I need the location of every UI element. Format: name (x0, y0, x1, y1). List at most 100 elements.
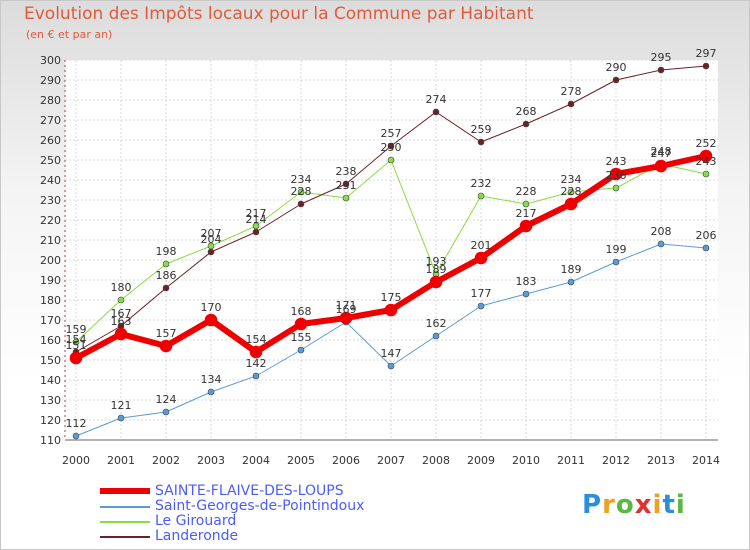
data-label: 183 (516, 275, 537, 288)
x-tick-label: 2012 (602, 454, 630, 467)
data-label: 154 (66, 333, 87, 346)
data-label: 290 (606, 61, 627, 74)
data-label: 180 (111, 281, 132, 294)
data-label: 234 (291, 173, 312, 186)
data-label: 247 (651, 147, 672, 160)
y-tick-label: 130 (40, 394, 61, 407)
data-label: 162 (426, 317, 447, 330)
data-point (519, 219, 533, 233)
data-label: 171 (336, 299, 357, 312)
x-tick-label: 2003 (197, 454, 225, 467)
data-point (429, 275, 443, 289)
data-point (567, 100, 575, 108)
data-label: 199 (606, 243, 627, 256)
data-point (339, 311, 353, 325)
data-label: 248 (651, 145, 672, 158)
logo-letter: x (634, 490, 653, 520)
data-point (117, 296, 125, 304)
y-tick-label: 220 (40, 214, 61, 227)
data-label: 217 (246, 207, 267, 220)
data-point (69, 351, 83, 365)
data-point (477, 192, 485, 200)
y-tick-label: 150 (40, 354, 61, 367)
data-point (294, 317, 308, 331)
legend-swatch (100, 521, 150, 523)
data-label: 228 (561, 185, 582, 198)
data-point (564, 197, 578, 211)
data-point (114, 327, 128, 341)
data-point (162, 284, 170, 292)
data-point (204, 313, 218, 327)
data-point (387, 142, 395, 150)
data-point (342, 180, 350, 188)
x-tick-label: 2009 (467, 454, 495, 467)
data-point (702, 62, 710, 70)
data-label: 155 (291, 331, 312, 344)
data-point (117, 414, 125, 422)
legend-label: SAINTE-FLAIVE-DES-LOUPS (155, 483, 344, 499)
data-label: 250 (381, 141, 402, 154)
legend-swatch (100, 488, 150, 494)
x-tick-label: 2005 (287, 454, 315, 467)
y-tick-label: 190 (40, 274, 61, 287)
data-point (657, 240, 665, 248)
chart-subtitle: (en € et par an) (26, 28, 113, 41)
y-tick-label: 270 (40, 114, 61, 127)
y-tick-label: 290 (40, 74, 61, 87)
data-point (657, 66, 665, 74)
data-label: 154 (246, 333, 267, 346)
data-label: 186 (156, 269, 177, 282)
data-point (207, 388, 215, 396)
data-label: 134 (201, 373, 222, 386)
data-label: 151 (66, 339, 87, 352)
data-point (477, 138, 485, 146)
data-label: 274 (426, 93, 447, 106)
data-label: 207 (201, 227, 222, 240)
data-point (384, 303, 398, 317)
y-tick-label: 200 (40, 254, 61, 267)
data-point (162, 260, 170, 268)
data-label: 228 (291, 185, 312, 198)
data-label: 112 (66, 417, 87, 430)
x-tick-label: 2008 (422, 454, 450, 467)
data-label: 193 (426, 255, 447, 268)
data-label: 163 (111, 315, 132, 328)
data-label: 278 (561, 85, 582, 98)
data-point (522, 290, 530, 298)
proxiti-logo: Proxiti (582, 490, 686, 520)
data-point (702, 244, 710, 252)
y-tick-label: 280 (40, 94, 61, 107)
logo-letter: P (582, 490, 603, 520)
data-label: 177 (471, 287, 492, 300)
x-tick-label: 2004 (242, 454, 270, 467)
y-tick-label: 260 (40, 134, 61, 147)
data-label: 231 (336, 179, 357, 192)
data-point (432, 108, 440, 116)
data-point (252, 372, 260, 380)
y-tick-label: 250 (40, 154, 61, 167)
data-label: 295 (651, 51, 672, 64)
legend-label: Le Girouard (155, 513, 237, 529)
legend-label: Saint-Georges-de-Pointindoux (155, 498, 365, 514)
legend-swatch (100, 536, 150, 538)
data-label: 297 (696, 47, 717, 60)
data-point (342, 194, 350, 202)
y-tick-label: 160 (40, 334, 61, 347)
data-point (699, 149, 713, 163)
data-label: 198 (156, 245, 177, 258)
data-label: 236 (606, 169, 627, 182)
data-point (612, 258, 620, 266)
data-label: 159 (66, 323, 87, 336)
data-point (474, 251, 488, 265)
data-point (159, 339, 173, 353)
chart-legend: SAINTE-FLAIVE-DES-LOUPS Saint-Georges-de… (100, 484, 400, 544)
data-point (567, 188, 575, 196)
data-label: 170 (201, 301, 222, 314)
data-label: 206 (696, 229, 717, 242)
logo-letter: o (615, 490, 635, 520)
data-label: 214 (246, 213, 267, 226)
x-tick-label: 2001 (107, 454, 135, 467)
data-point (249, 345, 263, 359)
y-tick-label: 120 (40, 414, 61, 427)
